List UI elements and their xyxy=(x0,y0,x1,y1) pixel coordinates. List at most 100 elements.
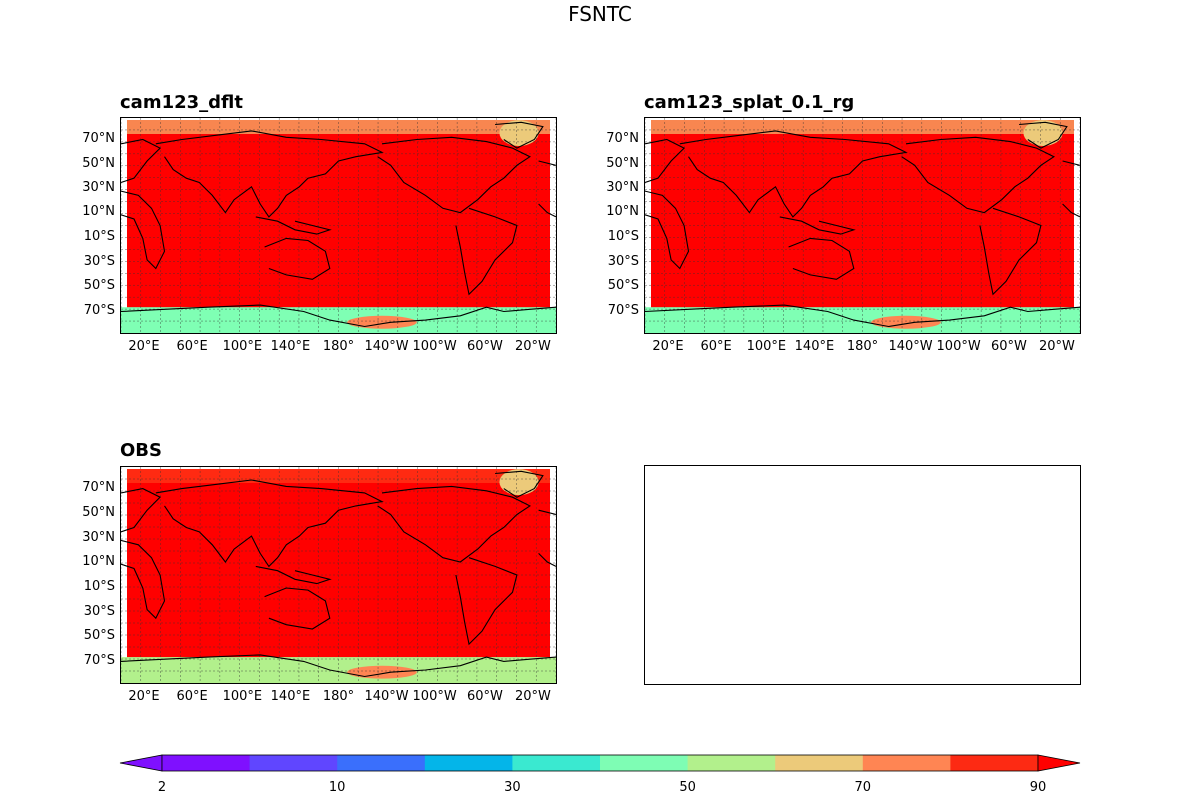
lon-tick-label: 140°W xyxy=(888,339,933,354)
colorbar-tick-label: 90 xyxy=(1029,780,1047,795)
lon-tick-label: 60°E xyxy=(700,339,732,354)
figure-title: FSNTC xyxy=(568,2,632,26)
lon-tick-label: 60°W xyxy=(466,339,503,354)
coastline xyxy=(645,138,686,184)
lat-tick-label: 70°N xyxy=(82,130,115,146)
coastline xyxy=(255,565,332,585)
lon-tick-label: 20°E xyxy=(128,689,160,704)
coastline xyxy=(121,654,556,678)
coastline xyxy=(377,136,532,214)
colorbar-bin xyxy=(862,755,951,771)
colorbar-tick-label: 10 xyxy=(328,780,346,795)
field-patch xyxy=(871,315,941,329)
lon-tick-label: 100°W xyxy=(936,339,981,354)
lat-tick-label: 50°N xyxy=(82,504,115,520)
lon-tick-label: 20°E xyxy=(128,339,160,354)
colorbar-bin xyxy=(337,755,426,771)
lat-tick-label: 30°N xyxy=(82,180,115,196)
lon-tick-label: 20°W xyxy=(515,689,551,704)
lon-tick-label: 100°W xyxy=(412,689,457,704)
coastline xyxy=(264,237,331,280)
colorbar-tick-label: 30 xyxy=(504,780,521,795)
lon-tick-label: 140°E xyxy=(794,339,835,354)
coastline xyxy=(121,539,166,620)
coastline xyxy=(538,553,556,567)
lat-tick-label: 30°S xyxy=(607,253,639,269)
coastline xyxy=(255,216,332,235)
lon-tick-label: 140°E xyxy=(270,689,311,704)
lon-tick-label: 100°W xyxy=(412,339,457,354)
coastline xyxy=(645,304,1080,328)
field-band-south xyxy=(121,657,556,683)
coastline xyxy=(1019,121,1068,149)
lon-tick-label: 60°W xyxy=(466,689,503,704)
colorbar-bin xyxy=(600,755,689,771)
lat-tick-label: 30°N xyxy=(606,180,639,196)
coastline xyxy=(495,470,544,498)
coastline xyxy=(645,190,690,270)
lat-tick-label: 10°N xyxy=(606,204,639,220)
colorbar-bin xyxy=(775,755,864,771)
coastline xyxy=(901,136,1056,214)
coastline xyxy=(121,488,162,533)
colorbar-tick-label: 70 xyxy=(854,780,872,795)
lat-tick-label: 10°N xyxy=(82,204,115,220)
lat-tick-label: 70°S xyxy=(83,302,115,318)
lon-tick-label: 60°E xyxy=(176,689,208,704)
lat-tick-label: 10°S xyxy=(83,578,115,594)
colorbar-tick-label: 50 xyxy=(679,780,696,795)
coastline xyxy=(679,130,908,218)
field-greenland xyxy=(499,469,539,496)
map-plot xyxy=(121,118,556,333)
empty-panel xyxy=(644,465,1081,685)
lon-tick-label: 20°E xyxy=(652,339,684,354)
colorbar-bin xyxy=(512,755,601,771)
panel-title-cam123-splat: cam123_splat_0.1_rg xyxy=(644,92,855,113)
lat-tick-label: 70°N xyxy=(82,479,115,495)
coastline xyxy=(121,190,166,270)
colorbar-tick-label: 2 xyxy=(157,780,167,795)
colorbar-bin xyxy=(249,755,338,771)
map-plot xyxy=(121,467,556,683)
colorbar-bin xyxy=(687,755,776,771)
lat-tick-label: 50°N xyxy=(606,155,639,171)
lon-tick-label: 100°E xyxy=(222,689,263,704)
coastline xyxy=(495,121,544,149)
coastline xyxy=(538,509,556,516)
coastline xyxy=(779,216,856,235)
map-panel-cam123-splat xyxy=(644,117,1081,334)
lat-tick-label: 50°S xyxy=(607,278,639,294)
lon-tick-label: 20°W xyxy=(1039,339,1075,354)
lat-tick-label: 70°N xyxy=(606,130,639,146)
coastline xyxy=(538,203,556,218)
lon-tick-label: 140°W xyxy=(364,689,409,704)
lon-tick-label: 60°W xyxy=(990,339,1027,354)
lon-tick-label: 20°W xyxy=(515,339,551,354)
colorbar xyxy=(119,754,1081,772)
colorbar-under-triangle xyxy=(119,754,163,772)
map-panel-cam123-dflt xyxy=(120,117,557,334)
lat-tick-label: 10°S xyxy=(607,229,639,245)
field-patch xyxy=(347,315,417,329)
colorbar-bin xyxy=(424,755,513,771)
lat-tick-label: 50°N xyxy=(82,155,115,171)
lon-tick-label: 140°W xyxy=(364,339,409,354)
lon-tick-label: 180° xyxy=(322,339,355,354)
lat-tick-label: 30°N xyxy=(82,529,115,545)
map-panel-obs xyxy=(120,466,557,684)
coastline xyxy=(1062,203,1080,218)
lat-tick-label: 70°S xyxy=(83,652,115,668)
lat-tick-label: 10°S xyxy=(83,229,115,245)
lon-tick-label: 100°E xyxy=(746,339,787,354)
lon-tick-label: 180° xyxy=(322,689,355,704)
coastline xyxy=(455,557,518,646)
coastline xyxy=(377,485,531,563)
panel-title-obs: OBS xyxy=(120,440,162,461)
field-greenland xyxy=(499,120,539,146)
colorbar-bin xyxy=(162,755,251,771)
coastline xyxy=(121,304,556,328)
lat-tick-label: 30°S xyxy=(83,603,115,619)
lat-tick-label: 30°S xyxy=(83,253,115,269)
panel-title-cam123-dflt: cam123_dflt xyxy=(120,92,243,113)
field-greenland xyxy=(1023,120,1063,146)
